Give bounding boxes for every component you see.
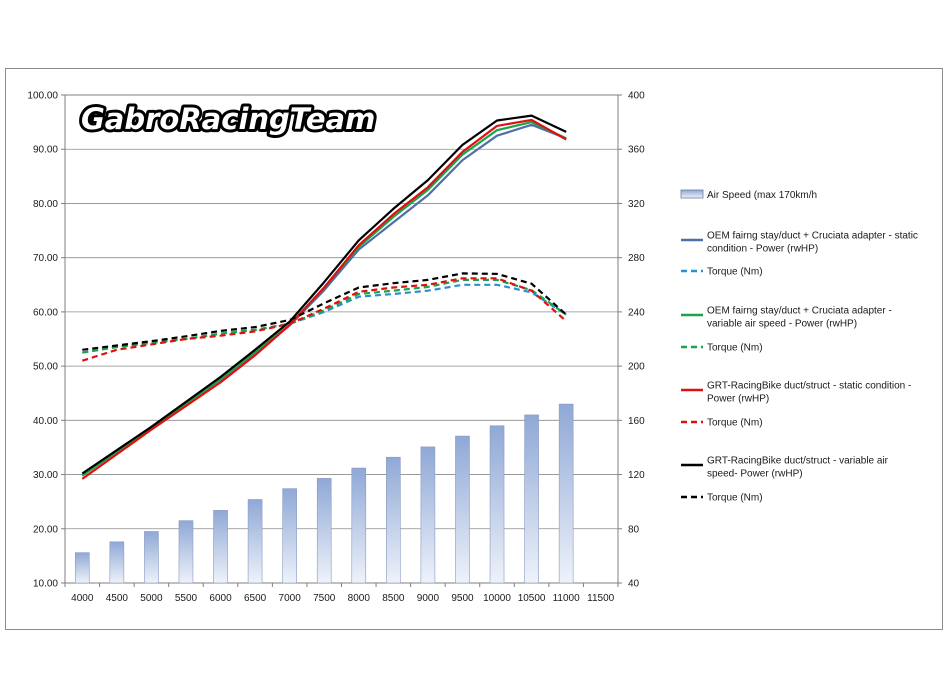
legend-label: Torque (Nm) [707,343,763,354]
legend-label: speed- Power (rwHP) [707,469,803,480]
right-tick-label: 320 [628,199,645,210]
bar [455,435,470,584]
bar [247,499,263,584]
logo-shadow: GabroRacingTeam [83,104,377,138]
bar [524,414,539,584]
x-tick-label: 7500 [313,593,336,604]
legend-label: Power (rwHP) [707,394,769,405]
legend-bar-swatch [680,189,704,199]
right-tick-label: 280 [628,253,645,264]
power-line [81,114,567,475]
legend-label: GRT-RacingBike duct/struct - static cond… [707,381,911,392]
left-tick-label: 50.00 [33,362,58,373]
x-tick-label: 9500 [451,593,474,604]
left-tick-label: 70.00 [33,253,58,264]
left-tick-label: 80.00 [33,199,58,210]
x-tick-label: 10000 [483,593,511,604]
right-tick-label: 40 [628,579,640,590]
legend-label: OEM fairng stay/duct + Cruciata adapter … [707,231,918,242]
bar [144,531,159,584]
x-tick-label: 7000 [279,593,302,604]
left-tick-label: 90.00 [33,145,58,156]
right-tick-label: 160 [628,416,645,427]
legend-label: Torque (Nm) [707,267,763,278]
torque-line [81,277,567,362]
bar [74,552,90,584]
right-tick-label: 400 [628,91,645,102]
left-tick-label: 100.00 [27,91,58,102]
bar [386,456,401,584]
right-tick-label: 240 [628,307,645,318]
left-tick-label: 60.00 [33,307,58,318]
legend-label: Torque (Nm) [707,418,763,429]
left-tick-label: 30.00 [33,470,58,481]
bar [213,510,228,584]
bar [316,478,332,584]
x-tick-label: 6500 [244,593,267,604]
left-tick-label: 20.00 [33,524,58,535]
x-tick-label: 5500 [175,593,198,604]
legend-label: condition - Power (rwHP) [707,244,818,255]
legend-label: variable air speed - Power (rwHP) [707,319,857,330]
x-tick-label: 6000 [209,593,232,604]
bar [178,520,194,584]
x-tick-label: 8000 [348,593,371,604]
bar [109,541,125,584]
legend-label: OEM fairng stay/duct + Cruciata adapter … [707,306,892,317]
x-tick-label: 10500 [518,593,546,604]
legend-label: Air Speed (max 170km/h [707,190,817,201]
logo: GabroRacingTeam [81,102,375,136]
legend-label: Torque (Nm) [707,493,763,504]
bar [282,488,297,584]
bar [558,403,574,584]
right-tick-label: 80 [628,524,640,535]
x-tick-label: 5000 [140,593,163,604]
power-line [81,118,567,480]
x-tick-label: 11000 [553,593,581,604]
legend-label: GRT-RacingBike duct/struct - variable ai… [707,456,889,467]
bar [420,446,436,584]
x-tick-label: 9000 [417,593,440,604]
x-tick-label: 8500 [382,593,405,604]
torque-line [82,272,567,351]
x-tick-label: 11500 [587,593,615,604]
left-tick-label: 40.00 [33,416,58,427]
x-tick-label: 4500 [106,593,129,604]
right-tick-label: 120 [628,470,645,481]
chart: 10.00 20.00 30.00 40.00 50.00 60.00 70.00 80.00… [27,91,918,605]
right-tick-label: 360 [628,145,645,156]
left-tick-label: 10.00 [33,579,58,590]
x-tick-label: 4000 [71,593,94,604]
chart-frame: 10.00 20.00 30.00 40.00 50.00 60.00 70.00 80.00… [5,68,943,630]
bar [489,425,505,584]
right-tick-label: 200 [628,362,645,373]
bar [351,467,367,584]
